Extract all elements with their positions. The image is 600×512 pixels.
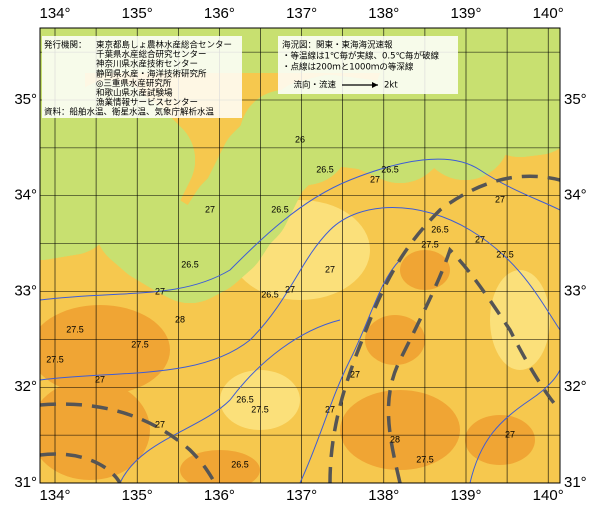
contour-label: 28 bbox=[390, 434, 400, 444]
legend-box bbox=[42, 36, 242, 118]
lat-label: 34° bbox=[564, 187, 587, 204]
contour-label: 26.5 bbox=[381, 164, 399, 174]
contour-label: 27.5 bbox=[416, 454, 434, 464]
lon-label: 140° bbox=[533, 5, 564, 22]
contour-label: 27 bbox=[495, 194, 505, 204]
current-axis bbox=[40, 174, 560, 483]
contour-label: 27 bbox=[205, 204, 215, 214]
lon-label: 136° bbox=[204, 5, 235, 22]
contour-label: 26.5 bbox=[231, 459, 249, 469]
contour-label: 27.5 bbox=[66, 324, 84, 334]
contour-label: 27.5 bbox=[421, 239, 439, 249]
current-arrowhead bbox=[372, 82, 378, 88]
issuer: 神奈川県水産技術センター bbox=[96, 59, 198, 70]
lon-label: 134° bbox=[39, 487, 70, 504]
lat-label: 31° bbox=[564, 474, 587, 491]
legend-box bbox=[278, 36, 458, 94]
isotherms bbox=[40, 158, 560, 483]
contour-label: 28 bbox=[175, 314, 185, 324]
lon-label: 135° bbox=[122, 5, 153, 22]
lat-label: 35° bbox=[14, 91, 37, 108]
contour-label: 27 bbox=[475, 234, 485, 244]
contour-label: 26.5 bbox=[271, 204, 289, 214]
note: 海況図：関東・東海海況速報 bbox=[282, 40, 393, 51]
note: ・等温線は1℃毎が実線、0.5℃毎が破線 bbox=[282, 51, 440, 62]
lon-label: 136° bbox=[204, 487, 235, 504]
contour-label: 26 bbox=[295, 134, 305, 144]
issuer: 東京都島しょ農林水産総合センター bbox=[96, 40, 232, 51]
contour-label: 27.5 bbox=[131, 339, 149, 349]
lat-label: 34° bbox=[14, 187, 37, 204]
contour-label: 27 bbox=[325, 264, 335, 274]
lon-label: 138° bbox=[368, 487, 399, 504]
current-label: 流向・流速 bbox=[293, 80, 336, 91]
contour-label: 27.5 bbox=[496, 249, 514, 259]
contour-label: 26.5 bbox=[236, 394, 254, 404]
contour-label: 27 bbox=[350, 369, 360, 379]
contour-label: 27 bbox=[155, 286, 165, 296]
note: ・点線は200ｍと1000ｍの等深線 bbox=[282, 62, 414, 73]
issuers-heading: 発行機関： bbox=[44, 40, 87, 51]
contour-label: 26.5 bbox=[316, 164, 334, 174]
source: 資料：船舶水温、衛星水温、気象庁解析水温 bbox=[44, 107, 215, 118]
contour-label: 26.5 bbox=[181, 259, 199, 269]
contour-label: 27.5 bbox=[251, 404, 269, 414]
lat-label: 33° bbox=[14, 282, 37, 299]
contour-label: 27 bbox=[370, 174, 380, 184]
contour-label: 27 bbox=[325, 404, 335, 414]
lat-label: 35° bbox=[564, 91, 587, 108]
issuer: 千葉県水産総合研究センター bbox=[96, 49, 207, 60]
lon-label: 135° bbox=[122, 487, 153, 504]
lon-label: 139° bbox=[450, 487, 481, 504]
lon-label: 137° bbox=[286, 5, 317, 22]
issuer: 和歌山県水産試験場 bbox=[96, 88, 173, 99]
issuer: 静岡県水産・海洋技術研究所 bbox=[96, 68, 207, 79]
lat-label: 32° bbox=[14, 378, 37, 395]
lat-label: 32° bbox=[564, 378, 587, 395]
lon-label: 134° bbox=[39, 5, 70, 22]
contour-label: 27 bbox=[155, 419, 165, 429]
current-scale: 2kt bbox=[384, 81, 398, 91]
contour-label: 26.5 bbox=[261, 289, 279, 299]
contour-label: 26.5 bbox=[431, 224, 449, 234]
lon-label: 139° bbox=[450, 5, 481, 22]
lat-label: 33° bbox=[564, 282, 587, 299]
lon-label: 137° bbox=[286, 487, 317, 504]
legend: 発行機関： 資料：船舶水温、衛星水温、気象庁解析水温 流向・流速 2kt bbox=[42, 36, 458, 118]
lat-label: 31° bbox=[14, 474, 37, 491]
issuer: ◎三重県水産研究所 bbox=[96, 78, 172, 89]
frame bbox=[39, 27, 561, 484]
contour-label: 27 bbox=[95, 374, 105, 384]
lon-label: 138° bbox=[368, 5, 399, 22]
contour-label: 27 bbox=[505, 429, 515, 439]
contour-label: 27.5 bbox=[46, 354, 64, 364]
issuer: 漁業情報サービスセンター bbox=[96, 97, 198, 108]
contour-label: 27 bbox=[285, 284, 295, 294]
lon-label: 140° bbox=[533, 487, 564, 504]
